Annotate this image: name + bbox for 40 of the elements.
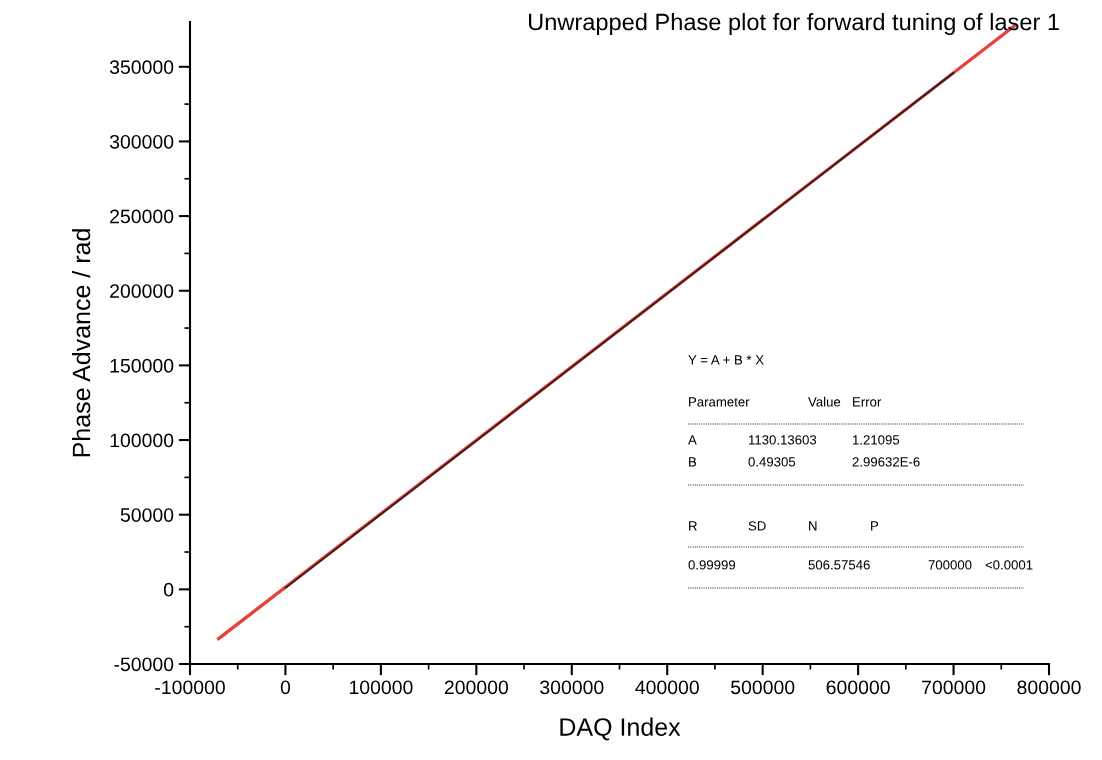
chart-title: Unwrapped Phase plot for forward tuning of laser 1 [529, 13, 1059, 35]
y-tick-label: 350000 [109, 60, 174, 75]
y-axis-title: Phase Advance / rad [71, 229, 91, 457]
x-tick-label: -100000 [155, 680, 225, 695]
y-tick-label: 300000 [109, 134, 174, 149]
annotation: A [688, 435, 697, 445]
x-tick-label: 600000 [826, 680, 890, 695]
annotation: P [871, 521, 879, 531]
annotation: 1130.13603 [749, 435, 817, 445]
annotation: 2.99632E-6 [852, 457, 920, 467]
annotation: 0.99999 [688, 560, 736, 570]
x-tick-label: 300000 [540, 680, 604, 695]
annotation: Y = A + B * X [688, 355, 764, 365]
x-tick-label: 700000 [922, 680, 986, 695]
annotation: N [809, 521, 817, 531]
x-tick-label: 800000 [1017, 680, 1081, 695]
x-tick-label: 500000 [731, 680, 795, 695]
y-tick-label: 0 [163, 582, 174, 597]
x-axis-title: DAQ Index [560, 717, 681, 741]
annotation: Error [853, 397, 882, 407]
annotation: 0.49305 [748, 457, 796, 467]
y-tick-label: 100000 [110, 433, 174, 448]
annotation: B [689, 457, 697, 467]
annotation: R [689, 521, 697, 531]
annotation: SD [748, 521, 766, 531]
y-tick-label: -50000 [114, 657, 174, 672]
annotation: Parameter [689, 397, 750, 407]
annotation: 700000 [928, 560, 972, 570]
annotation: 1.21095 [853, 435, 900, 445]
annotation: Value [808, 396, 841, 407]
x-tick-label: 0 [280, 680, 291, 695]
y-tick-label: 150000 [110, 358, 174, 373]
x-tick-label: 100000 [349, 680, 413, 695]
y-tick-label: 200000 [110, 284, 174, 298]
annotation: 506.57546 [808, 560, 870, 570]
y-tick-label: 50000 [120, 508, 174, 522]
annotation: <0.0001 [985, 560, 1033, 570]
y-tick-label: 250000 [110, 209, 174, 224]
x-tick-label: 200000 [444, 680, 509, 695]
x-tick-label: 400000 [635, 680, 699, 695]
